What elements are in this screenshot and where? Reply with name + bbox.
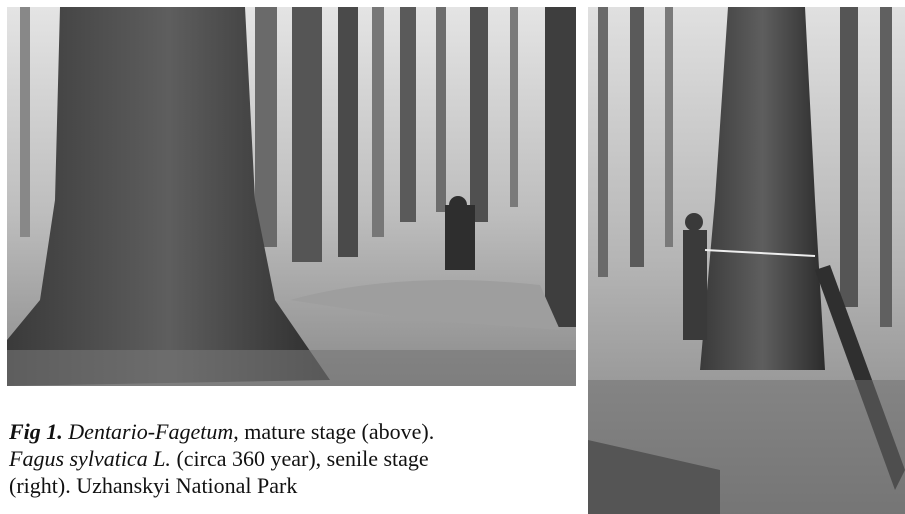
- caption-line: (right). Uzhanskyi National Park: [9, 472, 579, 499]
- taxon-name: Dentario-Fagetum: [68, 419, 234, 444]
- figure-caption: Fig 1. Dentario-Fagetum, mature stage (a…: [9, 418, 579, 499]
- caption-text: (right). Uzhanskyi National Park: [9, 473, 298, 498]
- caption-line: Fagus sylvatica L. (circa 360 year), sen…: [9, 445, 579, 472]
- figure-label: Fig 1.: [9, 419, 63, 444]
- caption-text: , mature stage (above).: [233, 419, 435, 444]
- taxon-name: Fagus sylvatica L.: [9, 446, 171, 471]
- photo-left: [7, 7, 576, 386]
- caption-line: Fig 1. Dentario-Fagetum, mature stage (a…: [9, 418, 579, 445]
- photo-right: [588, 7, 905, 514]
- caption-text: (circa 360 year), senile stage: [176, 446, 429, 471]
